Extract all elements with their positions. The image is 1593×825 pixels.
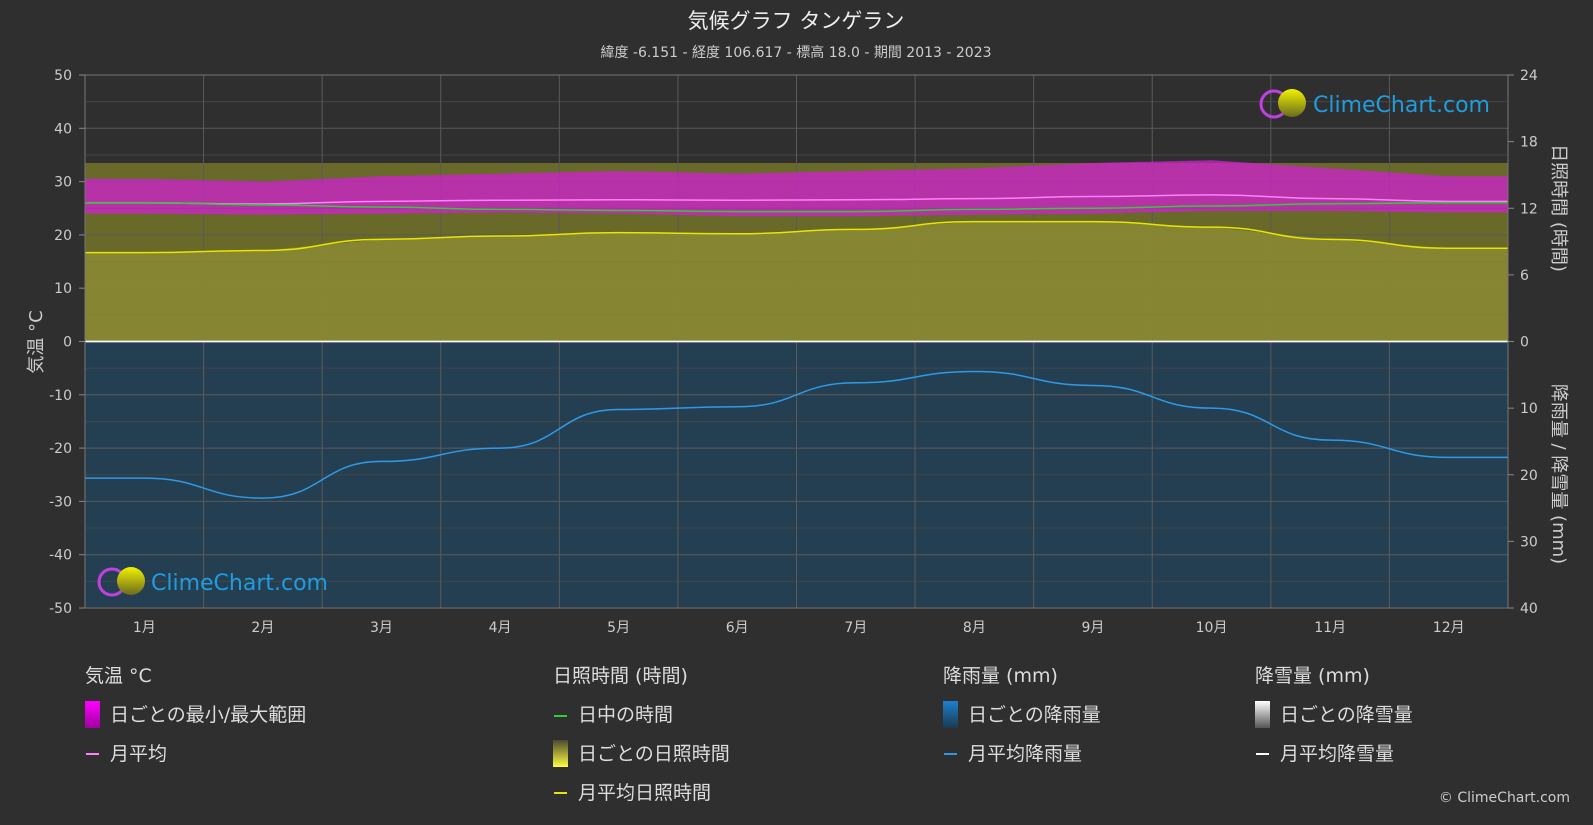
x-tick-label: 6月 xyxy=(726,620,749,636)
copyright: © ClimeChart.com xyxy=(1439,790,1570,806)
legend-rain-mean-label: 月平均降雨量 xyxy=(968,743,1082,765)
legend-snow-heading: 降雪量 (mm) xyxy=(1255,665,1370,687)
y-left-tick-label: -40 xyxy=(49,548,72,564)
x-tick-label: 2月 xyxy=(251,620,274,636)
daylight-line xyxy=(85,201,1508,213)
legend-rain-heading: 降雨量 (mm) xyxy=(943,665,1058,687)
legend-temp-range-label: 日ごとの最小/最大範囲 xyxy=(110,704,306,726)
y-right-top-tick-label: 12 xyxy=(1520,201,1538,217)
y-right-bottom-tick-label: 20 xyxy=(1520,468,1538,484)
logo-top-text: ClimeChart.com xyxy=(1313,93,1490,118)
x-tick-label: 1月 xyxy=(133,620,156,636)
y-right-bottom-tick-label: 40 xyxy=(1520,601,1538,617)
legend-snow-label: 日ごとの降雪量 xyxy=(1280,704,1413,726)
y-right-bottom-tick-label: 30 xyxy=(1520,534,1538,550)
y-right-top-tick-label: 24 xyxy=(1520,68,1538,84)
logo-bottom-text: ClimeChart.com xyxy=(151,571,328,596)
logo-sun-icon xyxy=(117,567,145,595)
legend: 気温 °C 日ごとの最小/最大範囲 月平均 日照時間 (時間) 日中の時間 日ご… xyxy=(85,665,1413,804)
y-left-axis-label: 気温 °C xyxy=(26,310,47,373)
legend-snow-mean-label: 月平均降雪量 xyxy=(1280,743,1394,765)
ticks-layer: 50 40 30 20 10 0 -10 -20 -30 -40 -50 24 18 12 6 0 10 20 30… xyxy=(49,68,1538,636)
sunshine-mean-line xyxy=(85,220,1509,254)
x-tick-label: 7月 xyxy=(844,620,867,636)
chart-title: 気候グラフ タンゲラン xyxy=(688,9,905,33)
y-left-tick-label: 0 xyxy=(63,335,72,351)
x-tick-label: 11月 xyxy=(1314,620,1346,636)
legend-sunshine-swatch xyxy=(553,740,568,767)
y-right-top-tick-label: 0 xyxy=(1520,335,1529,351)
y-left-tick-label: 10 xyxy=(54,281,72,297)
y-left-tick-label: -10 xyxy=(49,388,72,404)
legend-rain-label: 日ごとの降雨量 xyxy=(968,704,1101,726)
y-left-tick-label: 50 xyxy=(54,68,72,84)
x-tick-label: 4月 xyxy=(489,620,512,636)
legend-temp-range-swatch xyxy=(85,701,100,728)
y-left-tick-label: -30 xyxy=(49,494,72,510)
y-right-bottom-axis-label: 降雨量 / 降雪量 (mm) xyxy=(1548,384,1569,564)
temp-range-band xyxy=(85,160,1508,217)
logo-top: ClimeChart.com xyxy=(1259,89,1490,119)
legend-sun-heading: 日照時間 (時間) xyxy=(553,665,688,687)
y-right-top-tick-label: 6 xyxy=(1520,268,1529,284)
y-right-top-tick-label: 18 xyxy=(1520,135,1538,151)
x-tick-label: 8月 xyxy=(963,620,986,636)
x-tick-label: 9月 xyxy=(1081,620,1104,636)
y-left-tick-label: 40 xyxy=(54,121,72,137)
legend-sunshine-mean-label: 月平均日照時間 xyxy=(578,782,711,804)
legend-temp-mean-label: 月平均 xyxy=(110,743,167,765)
plot-frame xyxy=(84,74,1509,609)
x-tick-label: 10月 xyxy=(1196,620,1228,636)
logo-sun-icon xyxy=(1278,89,1306,117)
y-right-top-axis-label: 日照時間 (時間) xyxy=(1548,144,1569,272)
logo-bottom: ClimeChart.com xyxy=(97,567,328,597)
sunshine-area xyxy=(85,221,1508,342)
chart-subtitle: 緯度 -6.151 - 経度 106.617 - 標高 18.0 - 期間 20… xyxy=(600,44,991,61)
series-layer xyxy=(84,160,1509,499)
legend-daylight-label: 日中の時間 xyxy=(578,704,673,726)
y-left-tick-label: 20 xyxy=(54,228,72,244)
legend-rain-swatch xyxy=(943,701,958,728)
rain-mean-line xyxy=(85,370,1508,499)
temp-mean-line xyxy=(85,194,1508,205)
y-left-tick-label: 30 xyxy=(54,175,72,191)
legend-sunshine-label: 日ごとの日照時間 xyxy=(578,743,730,765)
y-right-bottom-tick-label: 10 xyxy=(1520,401,1538,417)
x-tick-label: 3月 xyxy=(370,620,393,636)
legend-temp-heading: 気温 °C xyxy=(85,665,152,687)
y-left-tick-label: -20 xyxy=(49,441,72,457)
x-tick-label: 12月 xyxy=(1433,620,1465,636)
x-tick-label: 5月 xyxy=(607,620,630,636)
legend-snow-swatch xyxy=(1255,701,1270,728)
y-left-tick-label: -50 xyxy=(49,601,72,617)
